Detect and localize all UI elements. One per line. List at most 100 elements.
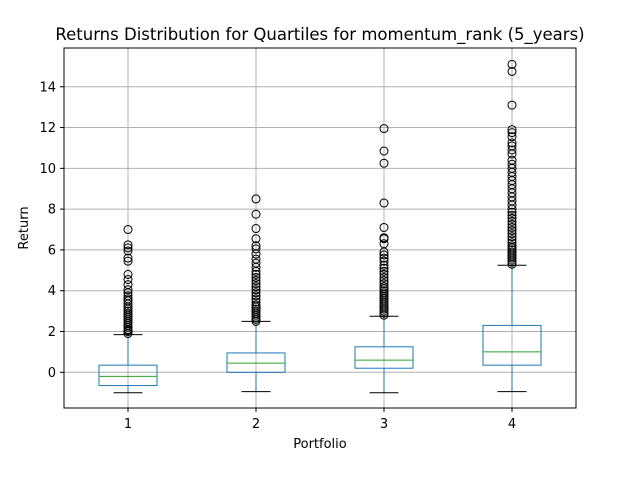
outlier-point (507, 141, 517, 151)
outlier-point (507, 155, 517, 165)
y-tick-label: 2 (48, 325, 56, 340)
outlier-point (123, 243, 133, 253)
y-tick-label: 12 (39, 121, 56, 136)
outlier-point (507, 235, 517, 245)
box-group-2 (226, 194, 286, 393)
y-tick-label: 6 (48, 243, 56, 258)
outlier-point (507, 238, 517, 248)
outlier-point (507, 210, 517, 220)
outlier-point (379, 124, 389, 134)
outlier-point (251, 300, 261, 310)
outlier-point (507, 229, 517, 239)
y-axis-ticks: 0 2 4 6 8 10 12 14 (39, 80, 64, 381)
outlier-point (379, 158, 389, 168)
outlier-point (123, 280, 133, 290)
outlier-point (251, 276, 261, 286)
y-tick-label: 4 (48, 284, 56, 299)
outlier-point (507, 125, 517, 135)
outlier-point (379, 256, 389, 266)
outlier-point (251, 294, 261, 304)
outlier-point (251, 244, 261, 254)
outlier-point (379, 276, 389, 286)
outlier-point (123, 285, 133, 295)
outlier-point (507, 59, 517, 69)
outlier-point (251, 194, 261, 204)
outlier-point (123, 269, 133, 279)
outlier-point (123, 246, 133, 256)
outlier-point (251, 258, 261, 268)
outlier-point (507, 222, 517, 232)
box-group-4 (482, 59, 542, 393)
box-group-1 (98, 225, 158, 394)
outlier-point (379, 222, 389, 232)
outlier-point (507, 241, 517, 251)
outlier-point (123, 225, 133, 235)
x-tick-label: 3 (380, 417, 388, 432)
outlier-point (379, 146, 389, 156)
outlier-point (507, 132, 517, 142)
outlier-point (251, 234, 261, 244)
outlier-point (251, 291, 261, 301)
outlier-point (379, 263, 389, 273)
outlier-point (379, 239, 389, 249)
x-axis-ticks: 1 2 3 4 (124, 408, 516, 432)
outlier-point (251, 269, 261, 279)
outlier-point (123, 294, 133, 304)
outlier-point (507, 226, 517, 236)
outlier-point (379, 250, 389, 260)
outlier-point (507, 207, 517, 217)
outlier-point (507, 145, 517, 155)
outlier-point (251, 285, 261, 295)
outlier-point (507, 128, 517, 138)
outlier-point (251, 282, 261, 292)
x-tick-label: 4 (508, 417, 516, 432)
outlier-point (123, 291, 133, 301)
outlier-point (251, 272, 261, 282)
outlier-point (379, 233, 389, 243)
outlier-point (379, 260, 389, 270)
outlier-point (379, 282, 389, 292)
outlier-point (379, 269, 389, 279)
outlier-point (507, 66, 517, 76)
y-axis-title: Return (17, 206, 32, 249)
outlier-point (507, 216, 517, 226)
outlier-point (507, 213, 517, 223)
x-tick-label: 1 (124, 417, 132, 432)
outlier-point (251, 288, 261, 298)
y-tick-label: 14 (39, 80, 56, 95)
box-group-3 (354, 124, 414, 394)
y-tick-label: 8 (48, 203, 56, 218)
outlier-point (507, 232, 517, 242)
y-tick-label: 0 (48, 366, 56, 381)
iqr-box (226, 352, 286, 373)
outlier-point (251, 254, 261, 264)
plot-frame (63, 47, 577, 409)
outlier-point (379, 272, 389, 282)
outlier-point (379, 279, 389, 289)
x-axis-title: Portfolio (293, 437, 347, 452)
grid-layer (64, 48, 576, 408)
outlier-point (251, 224, 261, 234)
outlier-point (123, 256, 133, 266)
iqr-box (98, 364, 158, 387)
outlier-point (251, 209, 261, 219)
outlier-point (251, 279, 261, 289)
outlier-point (379, 266, 389, 276)
iqr-box (482, 324, 542, 366)
y-tick-label: 10 (39, 162, 56, 177)
outlier-point (507, 100, 517, 110)
outlier-point (251, 297, 261, 307)
outlier-point (123, 240, 133, 250)
outlier-point (507, 219, 517, 229)
outlier-point (379, 198, 389, 208)
iqr-box (354, 346, 414, 369)
plot-layer (98, 59, 542, 394)
outlier-point (123, 275, 133, 285)
outlier-point (379, 253, 389, 263)
outlier-point (251, 241, 261, 251)
outlier-point (507, 138, 517, 148)
chart-title: Returns Distribution for Quartiles for m… (55, 25, 584, 45)
outlier-point (123, 253, 133, 263)
x-tick-label: 2 (252, 417, 260, 432)
